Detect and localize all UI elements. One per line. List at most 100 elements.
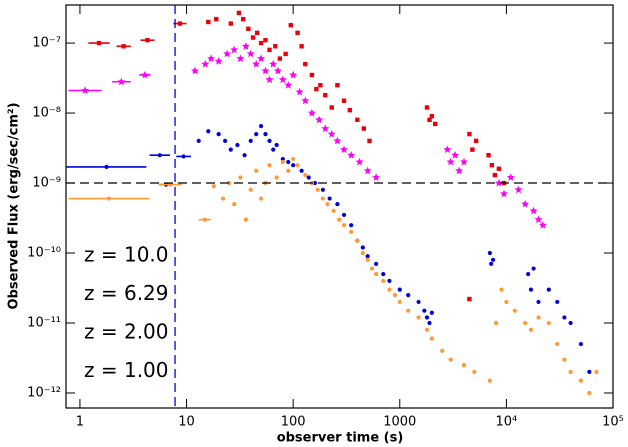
data-point — [315, 115, 324, 124]
data-point — [280, 159, 285, 165]
x-tick-label: 100 — [281, 415, 306, 430]
data-point — [301, 96, 310, 105]
data-point — [261, 66, 270, 75]
data-point — [528, 287, 534, 292]
data-point — [241, 42, 250, 50]
legend-entry: z = 2.00 — [84, 320, 169, 344]
data-point — [274, 175, 279, 180]
data-point — [562, 357, 567, 362]
data-point — [299, 168, 304, 173]
data-point — [512, 308, 517, 313]
data-point — [286, 159, 291, 165]
data-point — [274, 66, 282, 75]
data-point — [360, 250, 365, 256]
data-point — [236, 10, 242, 16]
data-point — [341, 212, 347, 218]
data-point — [278, 75, 287, 84]
data-point — [327, 196, 332, 201]
data-point — [429, 336, 434, 341]
y-tick-label: 10⁻¹⁰ — [27, 246, 61, 261]
data-point — [568, 320, 573, 326]
data-point — [546, 287, 551, 292]
data-point — [106, 196, 112, 201]
data-point — [381, 278, 386, 283]
y-tick-label: 10⁻⁸ — [32, 106, 61, 121]
data-point — [220, 196, 226, 201]
data-point — [267, 47, 272, 53]
data-point — [568, 369, 573, 375]
data-point — [455, 166, 464, 175]
data-point — [490, 257, 496, 262]
data-point — [365, 257, 370, 262]
x-axis-label: observer time (s) — [277, 431, 404, 446]
data-point — [526, 271, 531, 277]
data-point — [228, 147, 233, 152]
data-point — [191, 66, 199, 75]
data-point — [214, 57, 223, 65]
y-tick-label: 10⁻¹¹ — [27, 315, 61, 330]
data-point — [506, 173, 515, 181]
data-point — [360, 245, 365, 250]
data-point — [327, 129, 336, 138]
data-point — [424, 315, 430, 320]
data-point — [416, 315, 421, 320]
data-point — [355, 238, 360, 243]
data-point — [81, 86, 90, 94]
data-point — [422, 308, 427, 313]
data-point — [492, 172, 498, 178]
data-point — [443, 145, 452, 153]
x-tick-label: 10⁴ — [496, 415, 518, 430]
data-point — [486, 152, 491, 158]
data-point — [295, 163, 300, 168]
data-point — [406, 293, 411, 298]
data-point — [387, 287, 392, 292]
data-point — [467, 296, 472, 302]
data-point — [216, 132, 221, 137]
data-point — [254, 132, 259, 137]
data-point — [416, 299, 421, 305]
data-point — [267, 138, 272, 144]
data-point — [355, 157, 364, 166]
data-point — [472, 369, 477, 375]
data-point — [157, 153, 162, 158]
data-point — [587, 369, 592, 375]
data-point — [504, 299, 509, 305]
data-point — [381, 271, 386, 277]
data-point — [578, 341, 584, 347]
data-point — [349, 223, 354, 228]
data-point — [536, 315, 541, 320]
y-tick-label: 10⁻⁷ — [32, 36, 61, 51]
data-point — [257, 54, 266, 62]
x-tick-label: 1 — [76, 415, 84, 430]
data-point — [433, 121, 438, 127]
data-point — [340, 145, 348, 153]
data-point — [271, 147, 276, 152]
data-point — [337, 217, 342, 222]
data-point — [451, 151, 460, 159]
y-tick-label: 10⁻¹² — [27, 385, 61, 400]
data-point — [347, 107, 353, 113]
data-point — [140, 70, 149, 79]
data-point — [331, 208, 336, 213]
data-point — [274, 142, 279, 148]
data-point — [228, 21, 233, 26]
data-point — [555, 341, 560, 347]
data-point — [460, 157, 468, 166]
data-point — [306, 175, 311, 180]
data-point — [232, 202, 237, 207]
data-point — [295, 87, 304, 96]
data-point — [392, 293, 397, 298]
plot-frame — [65, 4, 614, 409]
data-point — [255, 30, 260, 36]
data-point — [335, 202, 340, 207]
data-point — [181, 154, 186, 159]
data-point — [341, 98, 347, 103]
data-point — [280, 156, 285, 162]
data-point — [263, 132, 268, 137]
data-point — [291, 163, 296, 168]
data-point — [223, 49, 232, 58]
data-point — [489, 162, 495, 168]
data-point — [500, 189, 508, 198]
data-point — [295, 30, 300, 36]
data-point — [252, 59, 261, 68]
